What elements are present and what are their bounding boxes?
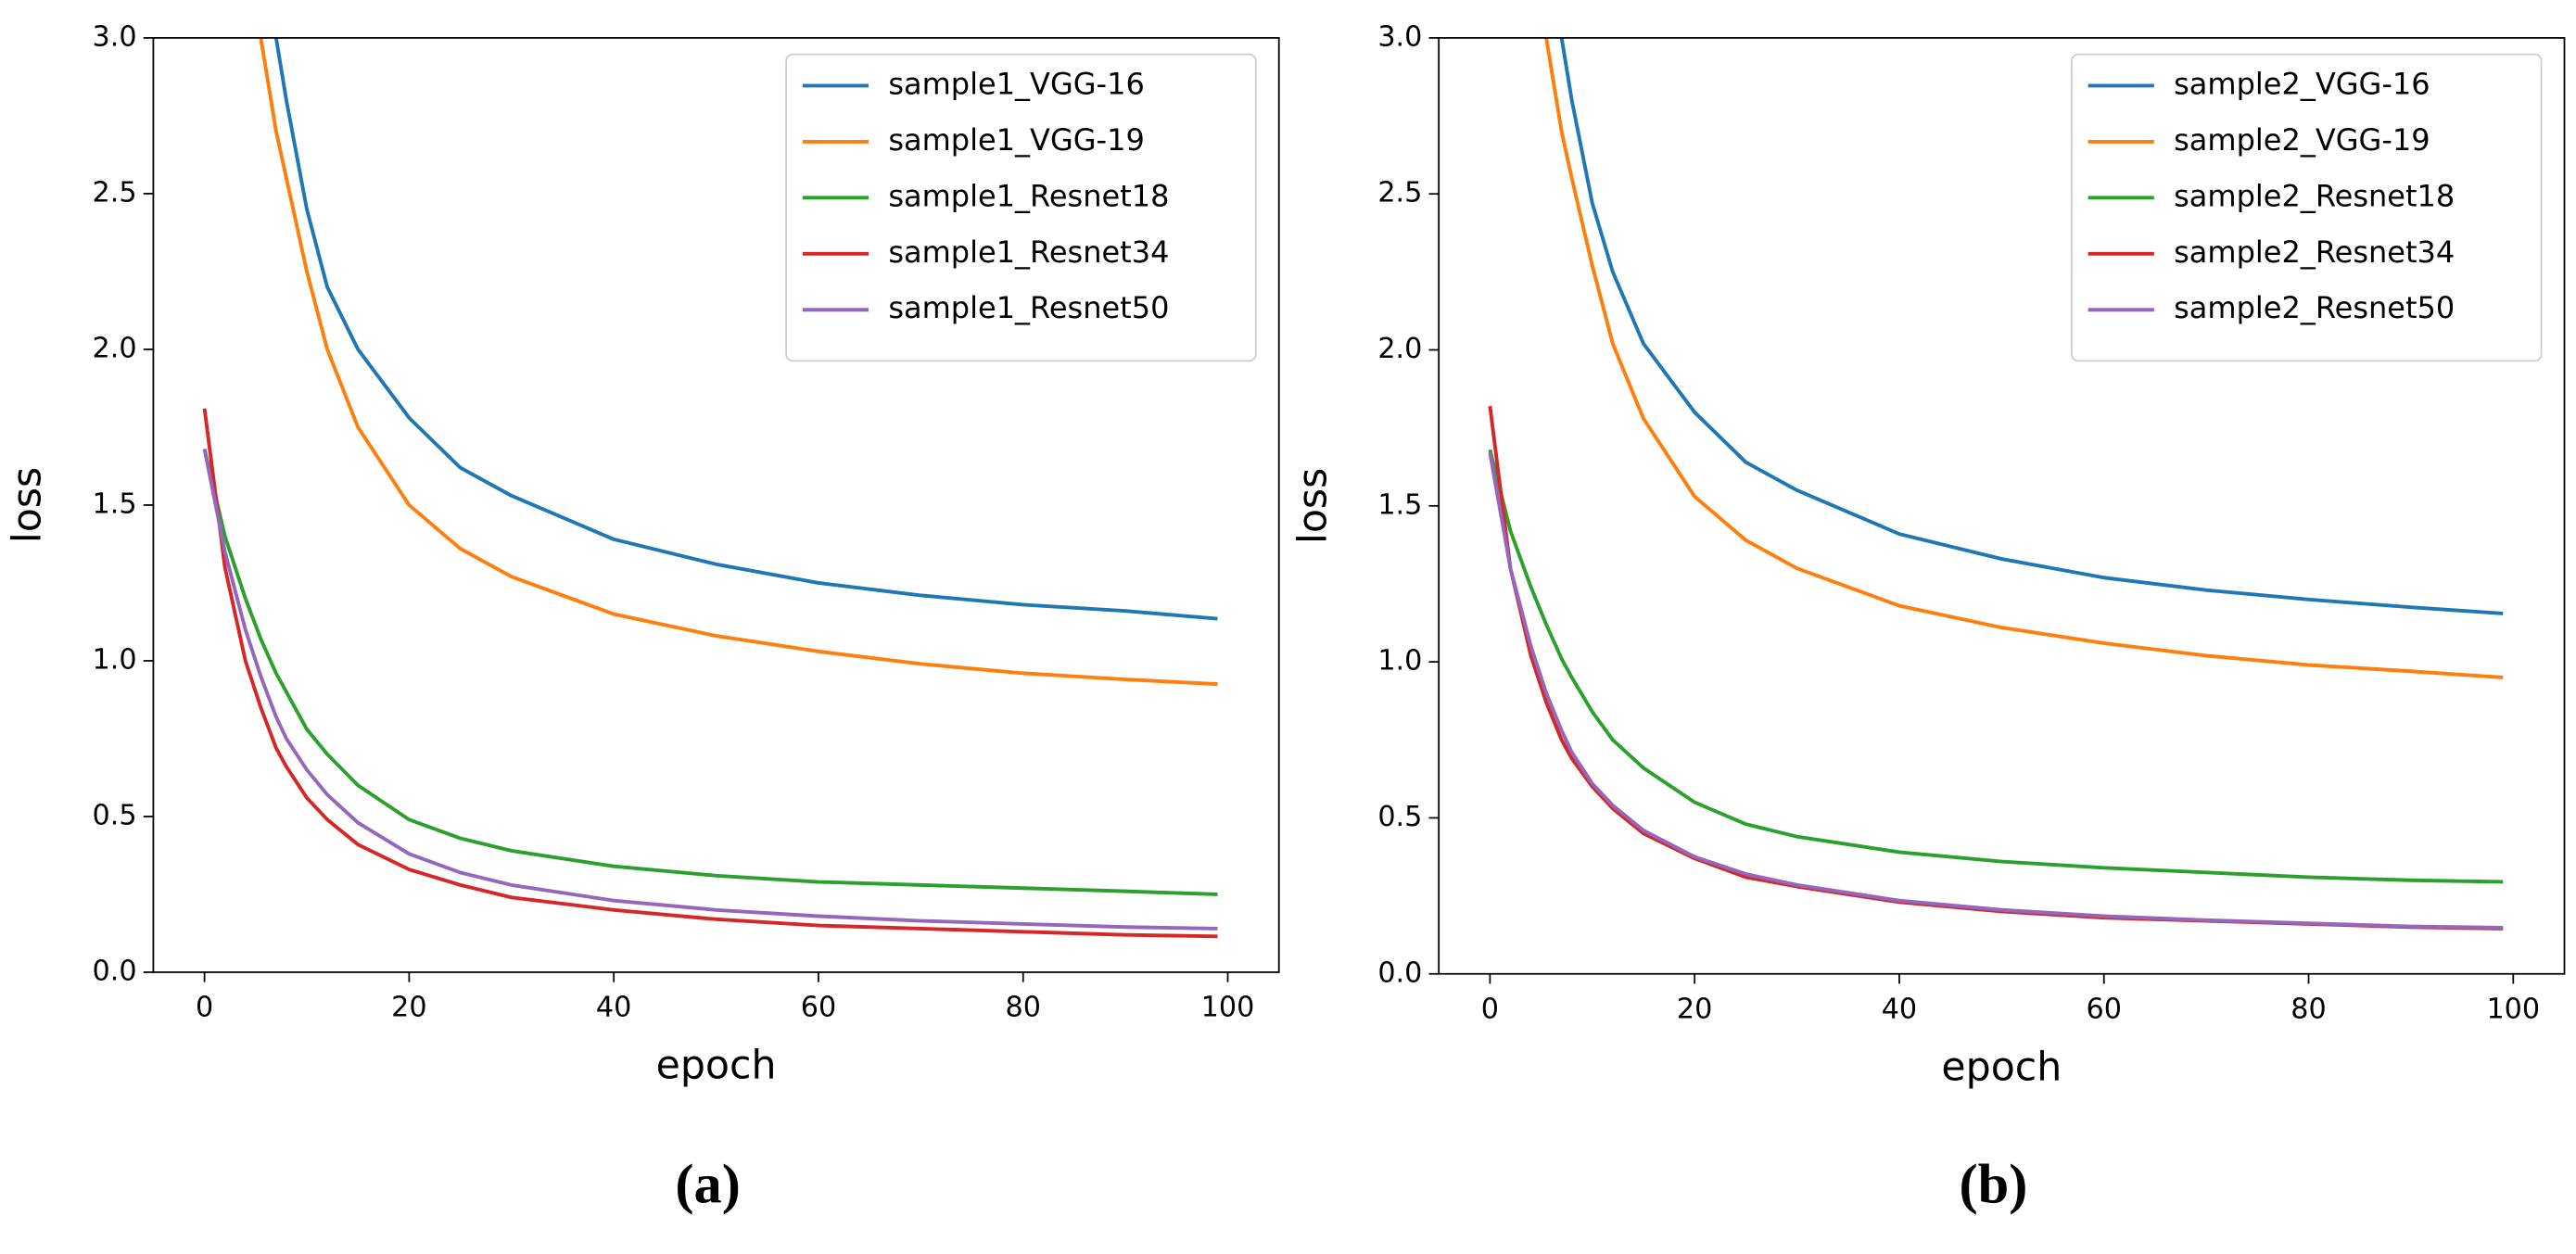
y-tick-label: 0.5 xyxy=(93,799,137,831)
x-tick-label: 60 xyxy=(2087,993,2122,1025)
y-axis-label: loss xyxy=(1289,468,1336,544)
legend-label: sample2_Resnet50 xyxy=(2174,290,2455,325)
x-axis-label: epoch xyxy=(656,1043,777,1089)
series-line xyxy=(259,37,1218,687)
legend-label: sample1_Resnet50 xyxy=(888,290,1169,325)
panel-caption: (a) xyxy=(675,1154,740,1216)
legend-label: sample1_VGG-19 xyxy=(888,122,1144,158)
series-line xyxy=(202,449,1218,931)
series-line xyxy=(202,449,1218,896)
lines xyxy=(1488,37,2504,931)
legend-label: sample1_Resnet18 xyxy=(888,178,1169,213)
series-line xyxy=(1559,37,2504,615)
legend-label: sample1_Resnet34 xyxy=(888,234,1169,270)
x-tick-label: 20 xyxy=(1677,993,1712,1025)
y-tick-label: 0.5 xyxy=(1377,801,1422,833)
chart-panel: 0.0 0.5 1.0 1.5 2.0 2.5 3.0 0 20 40 60 80 100 sample2… xyxy=(1289,20,2566,1216)
series-line xyxy=(273,37,1218,621)
y-tick-label: 0.0 xyxy=(1377,956,1422,989)
series-line xyxy=(202,408,1218,939)
legend: sample2_VGG-16 sample2_VGG-19 sample2_Resn… xyxy=(2071,53,2543,362)
legend-box xyxy=(2071,53,2543,362)
x-tick-label: 20 xyxy=(391,992,426,1024)
series-line xyxy=(1544,37,2504,679)
axes-frame xyxy=(1438,37,2566,975)
y-tick-label: 1.0 xyxy=(93,643,137,676)
x-tick-label: 0 xyxy=(1481,993,1499,1025)
y-tick-label: 3.0 xyxy=(93,20,137,53)
series-line xyxy=(1488,452,2504,930)
x-tick-label: 0 xyxy=(196,992,213,1024)
chart-panel: 0.0 0.5 1.0 1.5 2.0 2.5 3.0 0 20 40 60 80 100 sample1… xyxy=(5,20,1280,1216)
x-tick-label: 80 xyxy=(2290,993,2326,1025)
legend-label: sample2_VGG-16 xyxy=(2174,66,2430,101)
y-tick-label: 2.0 xyxy=(1377,333,1422,365)
legend-label: sample1_VGG-16 xyxy=(888,66,1144,101)
y-tick-label: 2.5 xyxy=(1377,177,1422,209)
x-tick-label: 100 xyxy=(1201,992,1255,1024)
legend-label: sample2_VGG-19 xyxy=(2174,122,2430,158)
y-tick-label: 1.5 xyxy=(1377,488,1422,521)
x-axis-label: epoch xyxy=(1941,1044,2062,1090)
y-tick-label: 2.0 xyxy=(93,332,137,364)
y-tick-label: 2.5 xyxy=(93,176,137,209)
y-tick-label: 1.5 xyxy=(93,488,137,520)
legend-label: sample2_Resnet18 xyxy=(2174,178,2455,213)
y-axis-label: loss xyxy=(5,467,51,543)
lines xyxy=(202,37,1218,939)
legend-box xyxy=(785,53,1257,362)
y-tick-label: 3.0 xyxy=(1377,20,1422,53)
x-tick-label: 40 xyxy=(596,992,631,1024)
panel-caption: (b) xyxy=(1960,1154,2028,1216)
x-tick-label: 80 xyxy=(1006,992,1041,1024)
series-line xyxy=(1488,449,2504,884)
legend: sample1_VGG-16 sample1_VGG-19 sample1_Resn… xyxy=(785,53,1257,362)
x-tick-label: 60 xyxy=(801,992,836,1024)
y-tick-label: 1.0 xyxy=(1377,645,1422,678)
legend-label: sample2_Resnet34 xyxy=(2174,234,2455,270)
y-tick-label: 0.0 xyxy=(93,955,137,987)
x-tick-label: 100 xyxy=(2486,993,2540,1025)
x-tick-label: 40 xyxy=(1882,993,1917,1025)
axes-frame xyxy=(152,37,1280,973)
